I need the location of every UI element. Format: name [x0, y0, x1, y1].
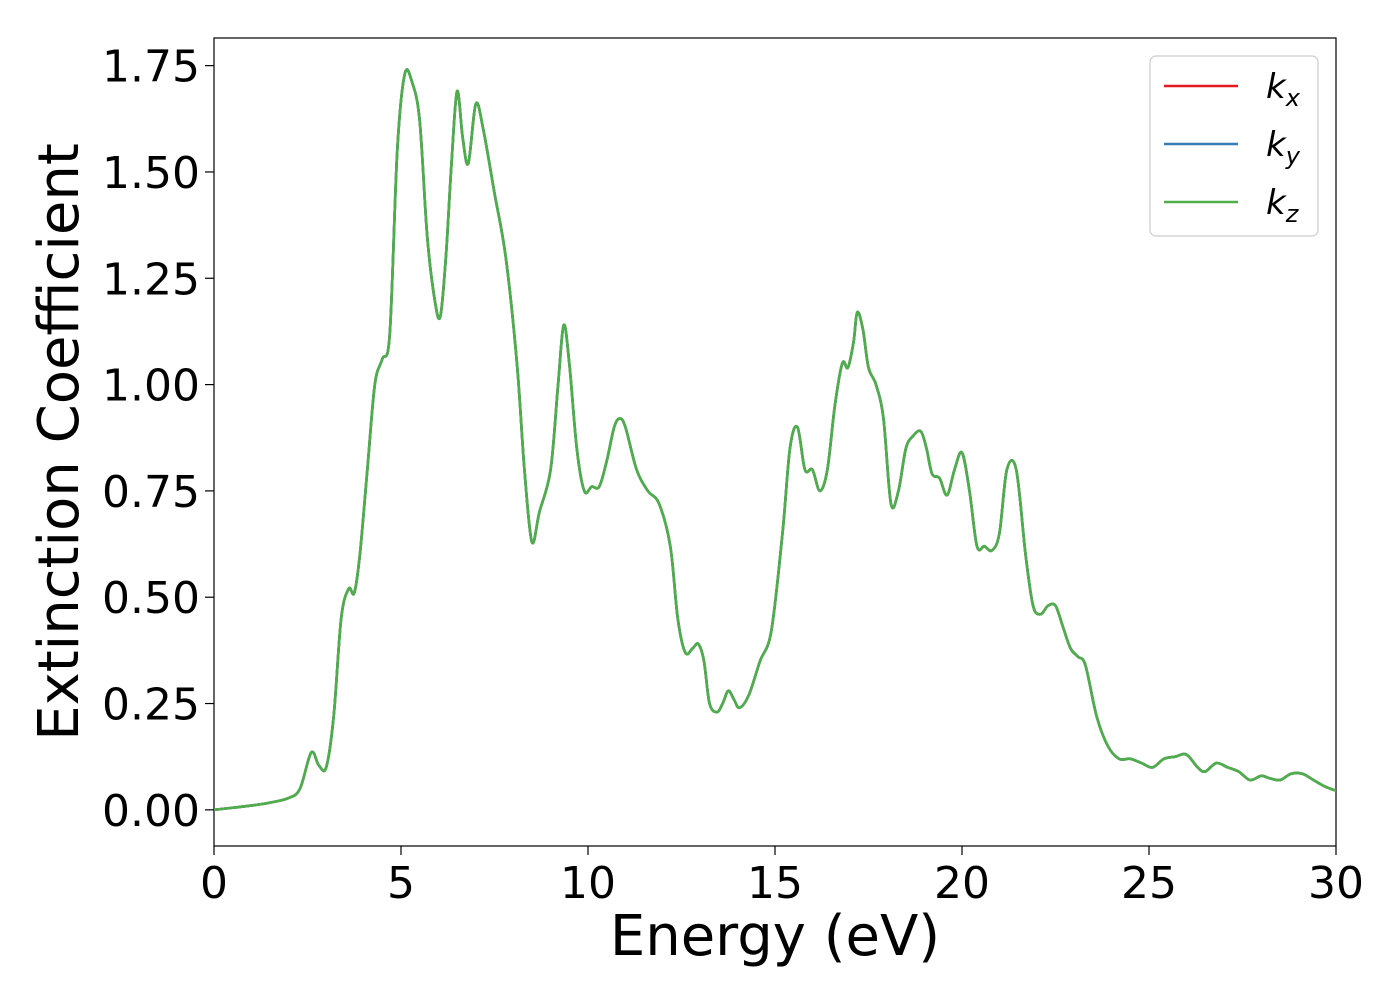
- series-line-kz: [214, 68, 1336, 812]
- plot-area: [213, 37, 1337, 847]
- x-tick-label: 15: [747, 858, 803, 909]
- plot-frame: [213, 37, 1337, 847]
- y-tick-label: 1.25: [102, 254, 200, 305]
- y-tick-label: 1.00: [102, 361, 200, 412]
- legend-label-y: ky: [1266, 125, 1301, 170]
- x-axis-title: Energy (eV): [610, 904, 940, 969]
- y-tick-label: 0.25: [102, 680, 200, 731]
- legend-box: [1149, 55, 1319, 237]
- y-tick-label: 1.50: [102, 148, 200, 199]
- x-tick-label: 25: [1121, 858, 1177, 909]
- y-tick-label: 0.50: [102, 573, 200, 624]
- x-axis: 0 5 10 15 20 25 30: [200, 846, 1364, 909]
- x-tick-label: 30: [1308, 858, 1364, 909]
- x-tick-label: 5: [387, 858, 415, 909]
- legend-label-x: kx: [1266, 67, 1301, 112]
- y-axis: 0.00 0.25 0.50 0.75 1.00 1.25 1.50 1.75: [102, 42, 214, 837]
- y-tick-label: 1.75: [102, 42, 200, 93]
- y-axis-title: Extinction Coefficient: [27, 143, 92, 741]
- x-tick-label: 20: [934, 858, 990, 909]
- y-tick-label: 0.75: [102, 467, 200, 518]
- legend: kx ky kz: [1149, 55, 1319, 237]
- x-tick-label: 0: [200, 858, 228, 909]
- y-tick-label: 0.00: [102, 786, 200, 837]
- x-tick-label: 10: [560, 858, 616, 909]
- series-layer: [214, 68, 1336, 812]
- legend-label-z: kz: [1266, 183, 1300, 228]
